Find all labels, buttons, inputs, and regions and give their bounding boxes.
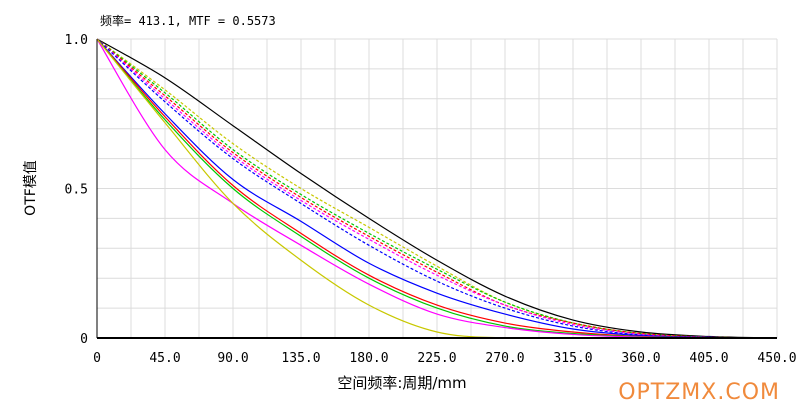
series-line-4 [96,38,778,339]
y-tick-label: 1.0 [65,33,88,48]
series-line-1 [96,38,778,339]
x-tick-label: 0 [93,351,101,366]
y-tick-labels: 0 0.5 1.0 [65,33,88,347]
y-tick-label: 0 [80,332,88,347]
x-tick-label: 135.0 [281,351,320,366]
axes [96,39,777,339]
y-axis-label: OTF模值 [23,160,39,216]
x-tick-label: 405.0 [689,351,728,366]
x-tick-label: 45.0 [149,351,180,366]
watermark: OPTZMX.COM [618,380,780,405]
x-tick-label: 225.0 [417,351,456,366]
x-tick-label: 270.0 [485,351,524,366]
x-tick-label: 450.0 [757,351,796,366]
cursor-readout: 频率= 413.1, MTF = 0.5573 [100,14,276,28]
y-tick-label: 0.5 [65,183,88,198]
series-line-3 [96,38,778,339]
x-axis-label: 空间频率:周期/mm [337,374,467,392]
x-tick-label: 90.0 [217,351,248,366]
x-tick-label: 315.0 [553,351,592,366]
x-tick-label: 180.0 [349,351,388,366]
x-tick-labels: 0 45.0 90.0 135.0 180.0 225.0 270.0 315.0 360.0 4… [93,351,796,366]
x-tick-label: 360.0 [621,351,660,366]
series-line-2 [96,38,778,339]
series-line-7 [96,38,778,339]
